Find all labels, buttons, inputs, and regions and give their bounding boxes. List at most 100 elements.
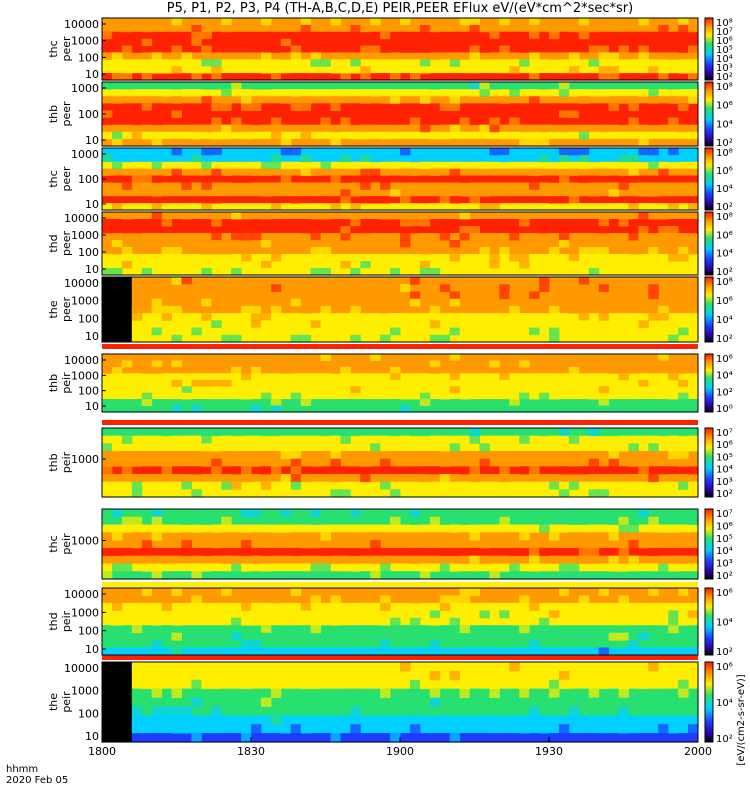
heatmap-cell [340, 96, 351, 104]
y-tick-label: 1000 [71, 148, 99, 161]
heatmap-cell [509, 89, 520, 97]
heatmap-cell [270, 38, 282, 47]
heatmap-cell [340, 532, 351, 541]
heatmap-cell [181, 89, 192, 97]
heatmap-cell [479, 715, 490, 725]
heatmap-band [102, 588, 698, 597]
heatmap-cell [678, 697, 689, 707]
heatmap-cell [290, 360, 302, 368]
heatmap-cell [330, 733, 341, 743]
heatmap-cell [439, 386, 451, 394]
heatmap-cell [678, 428, 689, 437]
heatmap-cell [102, 540, 113, 549]
heatmap-cell [519, 277, 530, 285]
heatmap-cell [390, 516, 401, 526]
heatmap-cell [201, 59, 212, 67]
heatmap-cell [121, 66, 133, 74]
y-axis-label: peir [60, 691, 73, 713]
heatmap-cell [221, 354, 232, 361]
heatmap-cell [300, 540, 312, 549]
heatmap-cell [449, 715, 461, 725]
heatmap-cell [211, 154, 222, 163]
heatmap-cell [111, 247, 123, 255]
heatmap-cell [260, 305, 272, 314]
heatmap-cell [678, 405, 689, 413]
heatmap-cell [370, 555, 381, 564]
heatmap-cell [310, 24, 322, 33]
heatmap-cell [479, 610, 490, 619]
y-tick-label: 1000 [71, 685, 99, 698]
heatmap-cell [330, 360, 341, 368]
heatmap-cell [648, 240, 659, 248]
panel-frame [101, 276, 699, 343]
heatmap-cell [360, 474, 371, 483]
heatmap-cell [251, 233, 262, 241]
heatmap-cell [141, 392, 153, 400]
heatmap-cell [628, 203, 639, 211]
heatmap-cell [459, 320, 471, 329]
heatmap-cell [688, 45, 699, 53]
heatmap-cell [688, 466, 699, 475]
heatmap-cell [648, 697, 659, 707]
y-tick-label: 100 [78, 108, 99, 121]
heatmap-cell [310, 268, 322, 276]
heatmap-cell [320, 233, 331, 241]
colorbar-tick-label: 10⁸ [716, 18, 733, 29]
heatmap-cell [231, 334, 242, 343]
heatmap-cell [638, 610, 649, 619]
heatmap-cell [459, 117, 471, 126]
heatmap-cell [499, 474, 510, 483]
heatmap-cell [568, 379, 580, 387]
heatmap-cell [251, 305, 262, 314]
heatmap-band [102, 555, 698, 565]
heatmap-cell [191, 697, 202, 707]
heatmap-band [102, 82, 698, 90]
heatmap-cell [300, 154, 312, 163]
heatmap-cell [429, 610, 441, 619]
heatmap-cell [131, 481, 143, 490]
heatmap-cell [260, 379, 272, 387]
heatmap-cell [221, 602, 232, 611]
heatmap-cell [628, 443, 639, 452]
heatmap-cell [241, 474, 252, 483]
heatmap-cell [568, 261, 580, 269]
colorbar-tick-label: 10⁶ [716, 36, 733, 47]
heatmap-cell [449, 588, 461, 596]
heatmap-cell [181, 284, 192, 292]
heatmap-cell [211, 428, 222, 437]
heatmap-cell [449, 82, 461, 90]
heatmap-cell [390, 117, 401, 126]
heatmap-cell [499, 373, 510, 381]
heatmap-cell [340, 354, 351, 361]
heatmap-cell [141, 277, 153, 285]
heatmap-cell [320, 203, 331, 211]
heatmap-cell [280, 52, 292, 60]
heatmap-cell [648, 189, 659, 197]
heatmap-cell [688, 458, 699, 467]
heatmap-cell [270, 610, 282, 619]
heatmap-cell [648, 547, 659, 557]
colorbar-tick-label: 10² [716, 334, 733, 345]
heatmap-cell [161, 305, 173, 314]
heatmap-cell [539, 662, 550, 672]
heatmap-cell [489, 724, 500, 734]
heatmap-cell [519, 724, 530, 734]
heatmap-cell [479, 24, 490, 33]
heatmap-cell [409, 168, 421, 177]
heatmap-cell [241, 640, 252, 649]
heatmap-cell [340, 175, 351, 183]
y-axis-label: thc [47, 40, 60, 57]
heatmap-cell [578, 354, 590, 361]
heatmap-cell [549, 268, 560, 276]
heatmap-cell [549, 733, 560, 743]
heatmap-cell [469, 555, 480, 564]
heatmap-cell [221, 124, 232, 133]
heatmap-cell [211, 305, 222, 314]
heatmap-cell [658, 625, 669, 634]
heatmap-cell [350, 451, 361, 460]
heatmap-cell [608, 532, 620, 541]
heatmap-cell [300, 298, 312, 307]
heatmap-cell [628, 610, 639, 619]
heatmap-cell [330, 261, 341, 269]
heatmap-cell [459, 189, 471, 197]
